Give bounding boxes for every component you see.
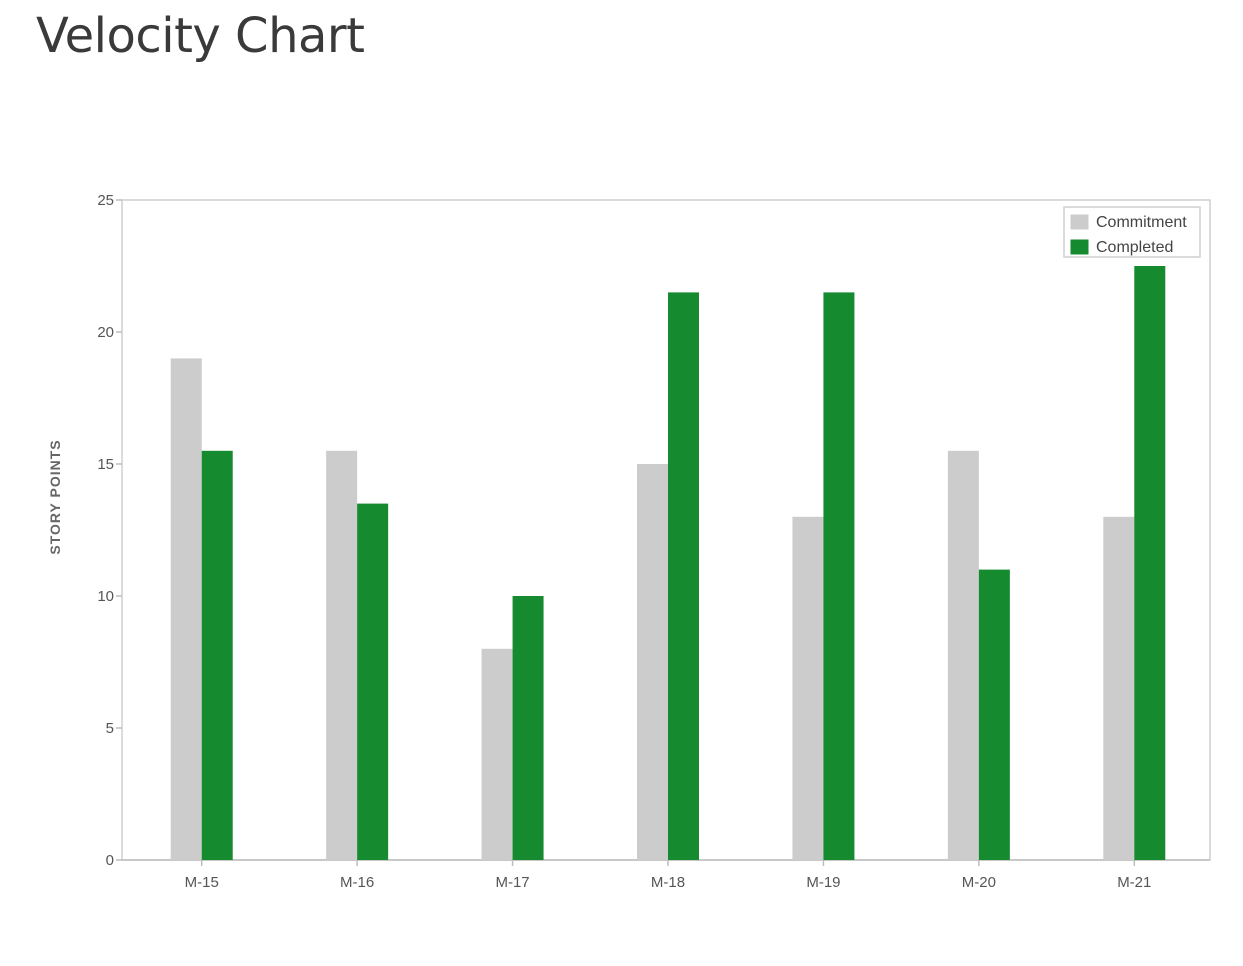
x-tick-label: M-15: [185, 874, 219, 891]
x-tick-label: M-18: [651, 874, 685, 891]
bar-completed-m-16[interactable]: [357, 503, 389, 860]
bar-completed-m-17[interactable]: [512, 596, 544, 860]
y-tick-label: 10: [97, 588, 114, 605]
x-tick-label: M-19: [806, 874, 840, 891]
y-tick-label: 0: [106, 852, 114, 869]
bar-commitment-m-17[interactable]: [481, 648, 513, 860]
y-tick-label: 5: [106, 720, 114, 737]
y-tick-label: 25: [97, 192, 114, 209]
bar-commitment-m-20[interactable]: [947, 450, 979, 860]
bar-commitment-m-21[interactable]: [1103, 516, 1135, 860]
bar-completed-m-21[interactable]: [1134, 266, 1166, 860]
bar-commitment-m-16[interactable]: [326, 450, 358, 860]
bar-commitment-m-15[interactable]: [170, 358, 202, 860]
x-tick-label: M-20: [962, 874, 996, 891]
bar-commitment-m-19[interactable]: [792, 516, 824, 860]
legend-label-completed[interactable]: Completed: [1096, 239, 1173, 256]
legend-label-commitment[interactable]: Commitment: [1096, 214, 1187, 231]
bar-completed-m-15[interactable]: [201, 450, 233, 860]
legend: Commitment Completed: [1063, 206, 1201, 258]
bar-completed-m-18[interactable]: [668, 292, 699, 860]
y-tick-label: 15: [97, 456, 114, 473]
legend-swatch-completed: [1069, 238, 1090, 256]
bar-completed-m-20[interactable]: [978, 569, 1010, 860]
x-tick-label: M-16: [340, 874, 374, 891]
legend-box: [1063, 206, 1201, 258]
legend-swatch-commitment: [1069, 213, 1090, 231]
y-tick-label: 20: [97, 324, 114, 341]
x-tick-label: M-21: [1117, 874, 1151, 891]
bar-completed-m-19[interactable]: [823, 292, 855, 860]
y-axis-title: STORY POINTS: [47, 439, 63, 554]
page-title: Velocity Chart: [36, 8, 365, 64]
bar-commitment-m-18[interactable]: [637, 464, 668, 860]
x-tick-label: M-17: [495, 874, 529, 891]
